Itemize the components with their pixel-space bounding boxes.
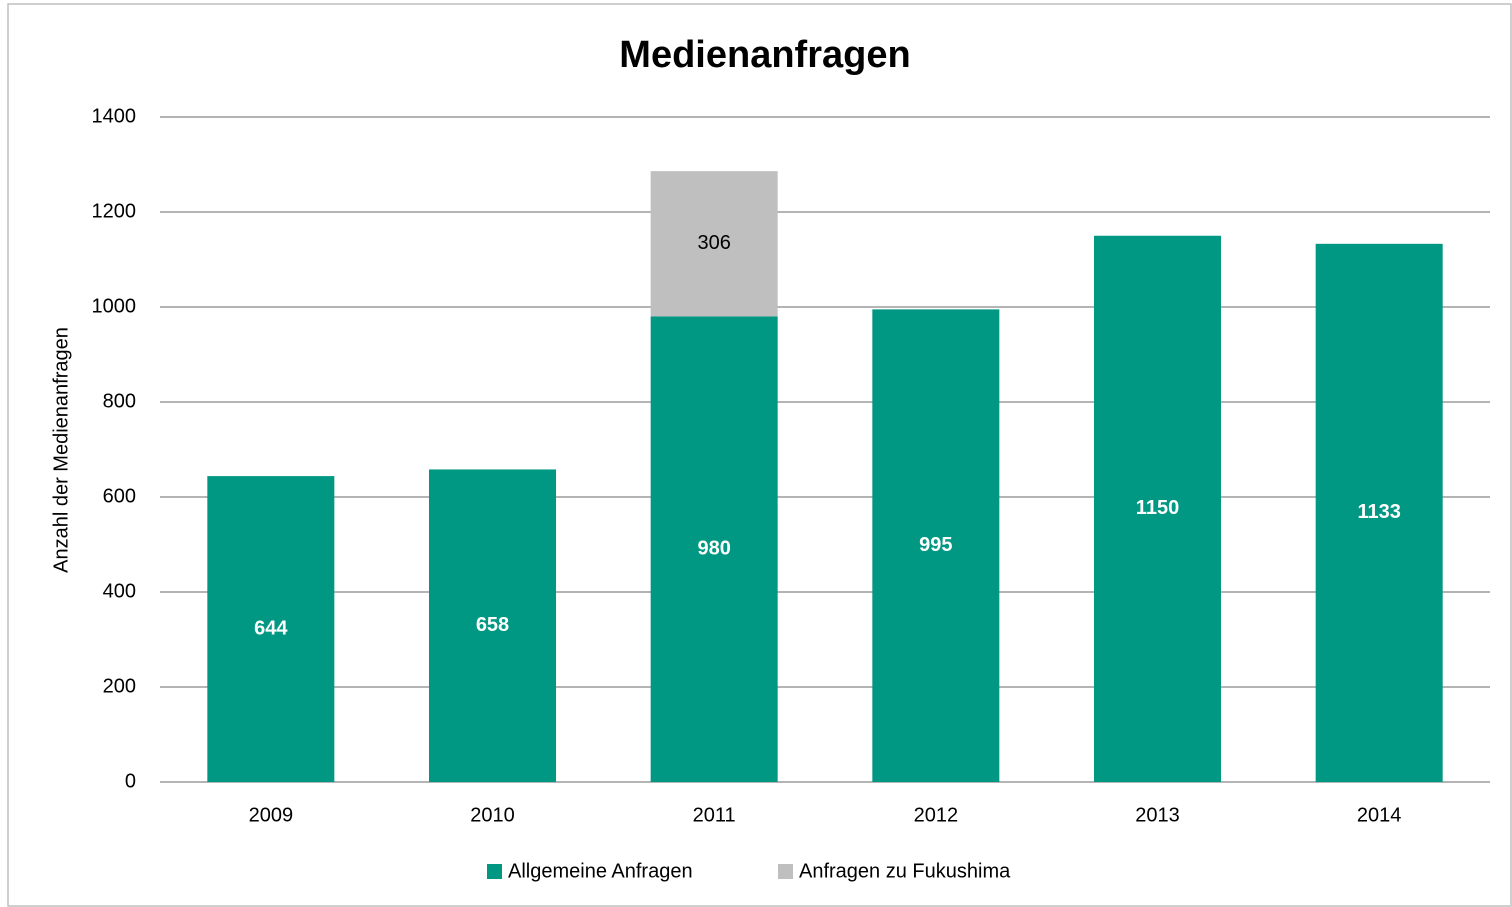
bar-segment [1094,235,1221,782]
y-tick-label: 1000 [92,295,137,317]
bar-segment [650,171,778,317]
data-label: 1150 [1136,497,1179,519]
data-label: 644 [254,617,288,639]
legend-swatch [778,864,793,879]
legend-swatch [487,864,502,879]
data-label: 995 [919,534,952,556]
y-tick-label: 400 [103,580,136,602]
y-tick-label: 1400 [92,105,137,127]
data-label: 1133 [1357,501,1400,523]
data-label: 980 [697,538,730,560]
bar-segment [650,316,778,782]
data-label: 658 [476,614,509,636]
legend-label: Allgemeine Anfragen [508,860,693,882]
x-tick-label: 2010 [470,804,515,826]
y-tick-label: 0 [125,770,136,792]
y-tick-label: 600 [103,485,136,507]
x-tick-label: 2009 [249,804,294,826]
x-tick-label: 2013 [1135,804,1180,826]
bar-segment [872,309,1000,782]
y-tick-label: 1200 [92,200,137,222]
legend-label: Anfragen zu Fukushima [799,860,1011,882]
x-tick-label: 2012 [914,804,959,826]
x-tick-label: 2014 [1357,804,1402,826]
chart-title: Medienanfragen [619,34,910,76]
y-axis-label: Anzahl der Medienanfragen [50,327,72,573]
y-tick-label: 200 [103,675,136,697]
bar-segment [429,469,556,782]
data-label: 306 [697,232,730,254]
bar-segment [1315,243,1443,782]
x-tick-label: 2011 [693,804,736,826]
bar-segment [207,476,335,782]
y-tick-label: 800 [103,390,136,412]
